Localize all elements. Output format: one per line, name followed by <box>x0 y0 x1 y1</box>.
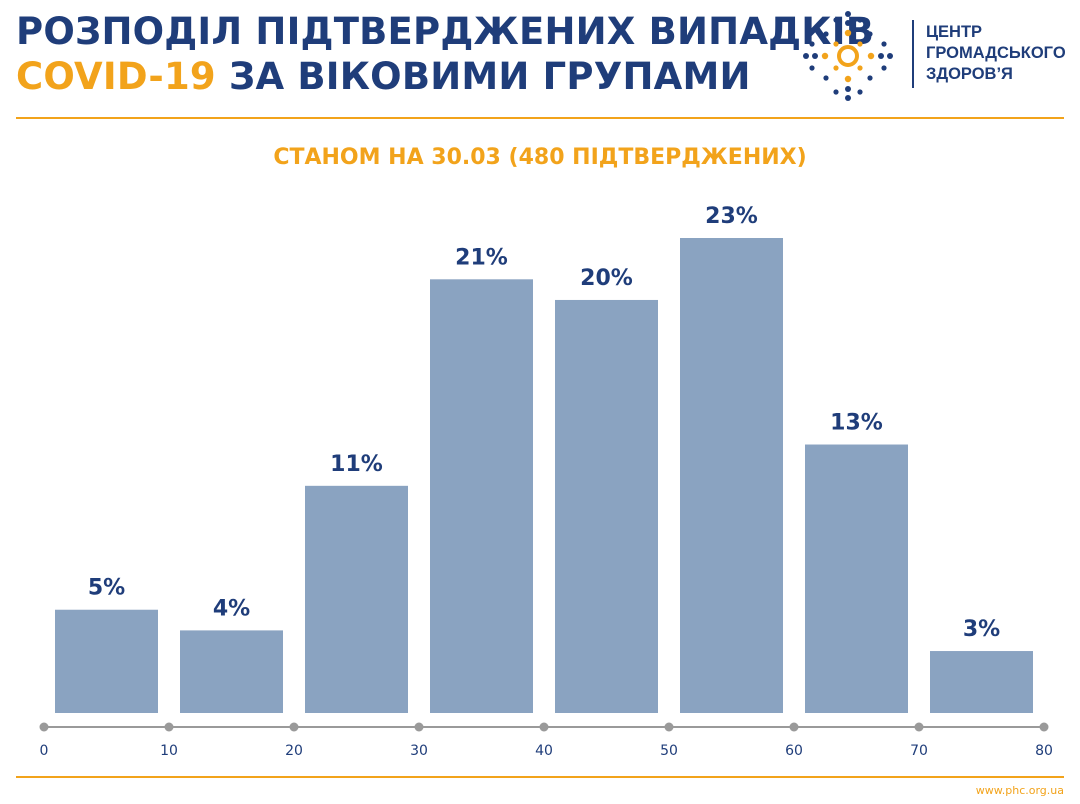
bar-value-label: 23% <box>705 204 758 229</box>
bar <box>930 651 1033 713</box>
x-tick-label: 80 <box>1035 743 1053 759</box>
x-tick-mark <box>539 722 549 732</box>
bar <box>180 630 283 713</box>
x-tick-label: 70 <box>910 743 928 759</box>
x-tick-mark <box>289 722 299 732</box>
public-health-center-logo-icon <box>803 11 893 101</box>
x-tick-mark <box>664 722 674 732</box>
logo-divider <box>912 20 914 88</box>
bar-value-label: 13% <box>830 411 883 436</box>
x-tick-mark <box>414 722 424 732</box>
chart-subtitle: СТАНОМ НА 30.03 (480 ПІДТВЕРДЖЕНИХ) <box>273 145 807 170</box>
org-name-line-3: ЗДОРОВ’Я <box>926 65 1013 83</box>
organization-name: ЦЕНТР ГРОМАДСЬКОГО ЗДОРОВ’Я <box>926 22 1066 85</box>
bar-value-label: 4% <box>213 596 250 621</box>
org-name-line-2: ГРОМАДСЬКОГО <box>926 44 1066 62</box>
bar-value-label: 21% <box>455 245 508 270</box>
bar <box>805 444 908 713</box>
bar <box>305 485 408 713</box>
x-tick-mark <box>39 722 49 732</box>
bar <box>680 238 783 713</box>
bar-value-label: 3% <box>963 617 1000 642</box>
bar-value-label: 5% <box>88 576 125 601</box>
x-tick-label: 30 <box>410 743 428 759</box>
x-tick-label: 0 <box>40 743 49 759</box>
x-tick-label: 50 <box>660 743 678 759</box>
bar-value-label: 11% <box>330 452 383 477</box>
x-tick-mark <box>164 722 174 732</box>
bar <box>55 609 158 713</box>
header-rule <box>16 117 1064 119</box>
footer-url: www.phc.org.ua <box>975 784 1064 797</box>
x-tick-label: 20 <box>285 743 303 759</box>
x-tick-label: 60 <box>785 743 803 759</box>
x-tick-label: 40 <box>535 743 553 759</box>
x-tick-mark <box>1039 722 1049 732</box>
chart-title-line-2: COVID-19 ЗА ВІКОВИМИ ГРУПАМИ <box>16 55 751 98</box>
org-name-line-1: ЦЕНТР <box>926 23 983 41</box>
bar <box>555 299 658 713</box>
title-rest: ЗА ВІКОВИМИ ГРУПАМИ <box>215 55 751 98</box>
footer-rule <box>16 776 1064 778</box>
x-tick-mark <box>914 722 924 732</box>
x-tick-mark <box>789 722 799 732</box>
bar <box>430 279 533 713</box>
x-tick-label: 10 <box>160 743 178 759</box>
chart-title-line-1: РОЗПОДІЛ ПІДТВЕРДЖЕНИХ ВИПАДКІВ <box>16 10 875 53</box>
bar-value-label: 20% <box>580 266 633 291</box>
title-accent-covid: COVID-19 <box>16 55 216 98</box>
